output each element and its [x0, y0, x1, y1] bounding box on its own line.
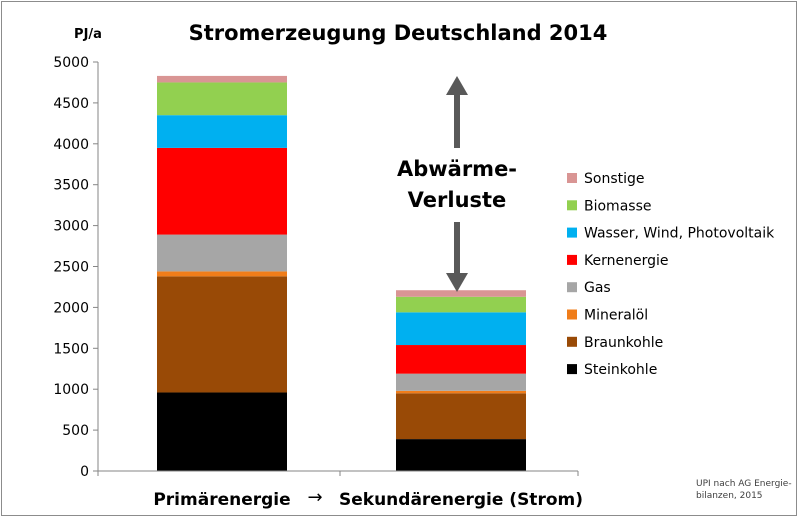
- legend-label: Mineralöl: [584, 308, 648, 324]
- bar-segment-biomasse: [157, 82, 287, 116]
- y-tick-label: 500: [62, 423, 89, 439]
- y-axis-unit-label: PJ/a: [74, 27, 102, 42]
- annotation-line: Abwärme-: [397, 157, 517, 181]
- bar-segment-biomasse: [396, 296, 526, 313]
- legend-label: Sonstige: [584, 171, 645, 187]
- legend-swatch: [567, 227, 577, 238]
- legend-swatch: [567, 309, 577, 320]
- bar-segment-steinkohle: [396, 439, 526, 471]
- legend-swatch: [567, 254, 577, 265]
- waste-heat-annotation: Abwärme- Verluste: [397, 76, 517, 292]
- bars: [157, 75, 526, 471]
- y-tick-label: 4500: [53, 96, 89, 112]
- bar-segment-sonstige: [396, 290, 526, 297]
- y-tick-label: 2000: [53, 300, 89, 316]
- source-line: UPI nach AG Energie-: [696, 479, 792, 489]
- bar-segment-wasser-wind-photovoltaik: [157, 115, 287, 148]
- y-tick-label: 4000: [53, 137, 89, 153]
- x-axis: Primärenergie → Sekundärenergie (Strom): [97, 470, 583, 510]
- y-tick-label: 0: [80, 464, 89, 480]
- y-tick-label: 1000: [53, 382, 89, 398]
- legend-label: Steinkohle: [584, 362, 657, 378]
- bar-segment-braunkohle: [396, 393, 526, 440]
- source-note: UPI nach AG Energie-bilanzen, 2015: [696, 479, 792, 501]
- legend-label: Braunkohle: [584, 335, 663, 351]
- annotation-line: Verluste: [408, 188, 507, 212]
- source-line: bilanzen, 2015: [696, 491, 763, 501]
- legend-label: Kernenergie: [584, 253, 668, 269]
- legend-swatch: [567, 173, 577, 183]
- y-axis: 0 500 1000 1500 2000 2500 3000 3500 4000 4500 5000: [53, 55, 99, 480]
- legend: Sonstige Biomasse Wasser, Wind, Photovolta…: [567, 171, 775, 378]
- bar-segment-gas: [157, 234, 287, 272]
- bar-segment-mineralöl: [396, 390, 526, 394]
- y-tick-label: 3500: [53, 178, 89, 194]
- bar-segment-gas: [396, 373, 526, 391]
- legend-label: Wasser, Wind, Photovoltaik: [584, 226, 775, 242]
- legend-swatch: [567, 336, 577, 347]
- bar-segment-kernenergie: [157, 147, 287, 235]
- chart-title: Stromerzeugung Deutschland 2014: [189, 21, 608, 45]
- bar-segment-braunkohle: [157, 276, 287, 393]
- category-arrow: →: [307, 487, 322, 508]
- y-tick-label: 1500: [53, 341, 89, 357]
- legend-swatch: [567, 364, 577, 375]
- x-category-label: Primärenergie: [153, 490, 290, 510]
- up-arrow-icon: [446, 76, 468, 95]
- legend-swatch: [567, 200, 577, 211]
- legend-swatch: [567, 282, 577, 293]
- bar-segment-mineralöl: [157, 271, 287, 277]
- x-category-label: Sekundärenergie (Strom): [339, 490, 583, 510]
- bar-segment-wasser-wind-photovoltaik: [396, 312, 526, 346]
- y-tick-label: 3000: [53, 219, 89, 235]
- legend-label: Gas: [584, 280, 611, 296]
- bar-segment-kernenergie: [396, 345, 526, 374]
- legend-label: Biomasse: [584, 198, 651, 214]
- down-arrow-icon: [446, 273, 468, 292]
- bar-segment-steinkohle: [157, 392, 287, 471]
- y-tick-label: 2500: [53, 260, 89, 276]
- bar-segment-sonstige: [157, 75, 287, 83]
- y-tick-label: 5000: [53, 55, 89, 71]
